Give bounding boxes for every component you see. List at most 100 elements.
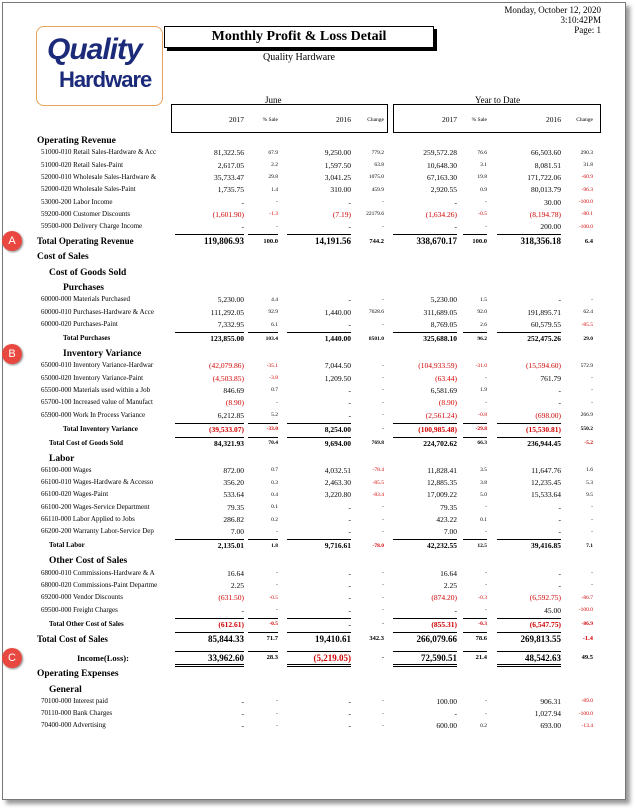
cell-value: 11,647.76	[531, 465, 561, 475]
cell-value: -	[348, 295, 352, 305]
cell-value: -	[454, 709, 458, 719]
report-page: Quality Hardware Monthly Profit & Loss D…	[2, 2, 626, 800]
cell-value: -89.0	[581, 698, 593, 705]
row-label: 65700-100 Increased value of Manufact	[41, 398, 153, 407]
cell-value: 1.8	[271, 542, 278, 549]
cell-value: 191,895.71	[527, 307, 561, 317]
cell-value: 63.8	[374, 162, 384, 169]
cell-value: 5.0	[480, 491, 487, 498]
total-rule	[287, 422, 351, 424]
cell-value: 72,590.51	[421, 652, 457, 663]
row-label: General	[49, 684, 82, 695]
cell-value: 6.4	[584, 237, 593, 245]
cell-value: 1.4	[271, 186, 278, 193]
row-label: Total Labor	[49, 541, 85, 550]
cell-value: -	[348, 385, 352, 395]
cell-value: -	[485, 375, 487, 382]
cell-value: -	[276, 722, 278, 729]
cell-value: 286.82	[223, 515, 244, 524]
cell-value: 200.00	[540, 222, 561, 232]
cell-value: -	[348, 502, 352, 512]
cell-value: 3.8	[480, 479, 487, 486]
cell-value: 3,220.80	[324, 490, 351, 500]
cell-value: (63.44)	[435, 373, 457, 383]
cell-value: 7.00	[230, 527, 244, 537]
row-label: 65500-000 Materials used within a Job	[41, 385, 151, 394]
cell-value: -	[381, 654, 384, 661]
cell-value: -100.0	[578, 710, 593, 717]
cell-value: -96.3	[581, 186, 593, 193]
cell-value: 290.3	[580, 149, 593, 156]
cell-value: -	[591, 570, 593, 577]
cell-value: -	[348, 721, 352, 731]
cell-value: -86.7	[581, 594, 593, 601]
cell-value: 259,572.28	[423, 148, 457, 158]
row-label: 70400-000 Advertising	[41, 721, 106, 730]
cell-value: -	[382, 607, 384, 613]
cell-value: -33.0	[266, 426, 278, 432]
cell-value: 1,735.75	[217, 185, 244, 195]
cell-value: -0.5	[478, 211, 487, 218]
cell-value: -100.0	[578, 223, 593, 230]
cell-value: -	[454, 605, 458, 615]
total-rule	[393, 539, 457, 541]
cell-value: -	[382, 582, 384, 589]
total-rule	[287, 631, 351, 633]
cell-value: (4,503.85)	[212, 373, 244, 383]
cell-value: 17,009.22	[427, 490, 457, 500]
cell-value: 6,581.69	[430, 385, 457, 395]
cell-value: -	[276, 698, 278, 705]
cell-value: 0.7	[271, 387, 278, 394]
total-rule	[463, 539, 487, 541]
cell-value: -	[558, 515, 562, 524]
cell-value: -29.8	[475, 426, 487, 432]
print-date: Monday, October 12, 2020	[504, 5, 601, 15]
cell-value: -	[276, 582, 278, 589]
cell-value: 48,542.63	[525, 652, 561, 663]
cell-value: 66.3	[477, 440, 487, 446]
cell-value: -	[241, 605, 245, 615]
cell-value: (104,933.59)	[418, 361, 457, 371]
cell-value: 1.5	[480, 296, 487, 303]
cell-value: -35.1	[266, 362, 278, 369]
cell-value: 7628.6	[368, 309, 384, 316]
total-rule	[248, 332, 278, 333]
cell-value: -	[591, 504, 593, 511]
cell-value: 2,617.05	[217, 160, 244, 170]
total-rule	[248, 631, 278, 633]
cell-value: -3.8	[269, 375, 278, 382]
cell-value: 459.9	[371, 186, 384, 193]
row-label: 65900-000 Work In Process Variance	[41, 410, 146, 419]
total-rule	[463, 422, 487, 424]
total-rule	[287, 436, 351, 438]
row-label: Inventory Variance	[63, 349, 142, 359]
cell-value: 8501.0	[368, 335, 384, 342]
cell-value: 11,828.41	[427, 465, 457, 475]
row-label: Operating Expenses	[37, 668, 119, 679]
group-ytd: Year to Date	[475, 95, 521, 105]
cell-value: 9,716.61	[324, 541, 351, 551]
total-rule	[497, 422, 561, 424]
logo: Quality Hardware	[36, 26, 163, 106]
cell-value: 356.20	[223, 478, 244, 488]
cell-value: 85,844.33	[208, 633, 244, 644]
cell-value: 5,230.00	[430, 295, 457, 305]
row-label: 52000-020 Wholesale Sales-Paint	[41, 185, 136, 194]
cell-value: 1.9	[480, 387, 487, 394]
cell-value: 2.2	[271, 162, 278, 169]
cell-value: -	[485, 399, 487, 406]
cell-value: (42,079.86)	[209, 361, 244, 371]
cell-value: 1,027.94	[534, 709, 561, 719]
cell-value: 29.8	[268, 174, 278, 181]
total-rule	[287, 332, 351, 333]
cell-value: 0.7	[271, 467, 278, 474]
row-label: 66110-000 Labor Applied to Jobs	[41, 515, 135, 523]
cell-value: 7,044.50	[324, 361, 351, 371]
total-rule	[393, 631, 457, 633]
row-label: 60000-010 Purchases-Hardware & Acce	[41, 307, 154, 316]
total-rule	[175, 617, 244, 619]
cell-value: -	[241, 222, 245, 232]
cell-value: 84,321.93	[214, 438, 244, 448]
column-box	[171, 104, 388, 133]
